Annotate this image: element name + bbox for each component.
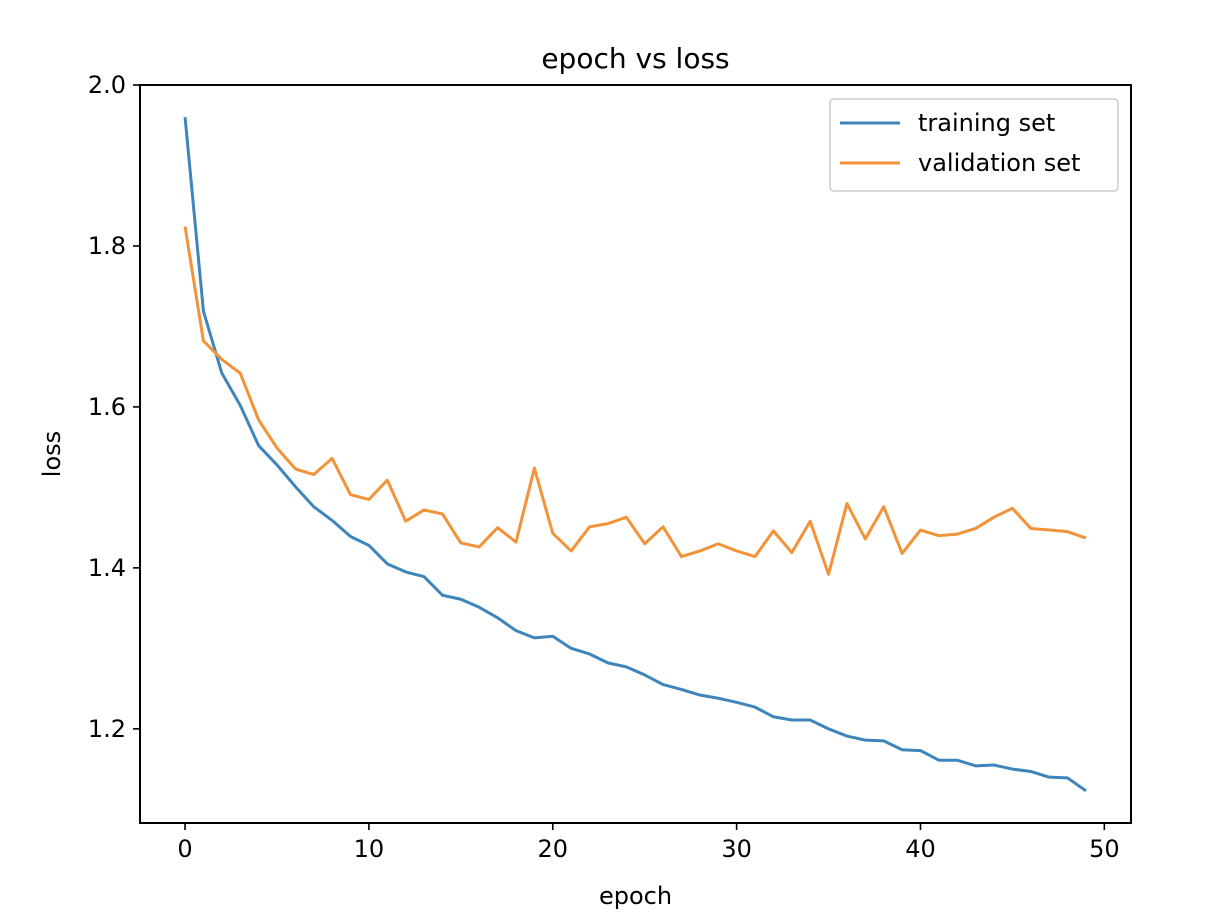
legend-label-training-set: training set <box>918 109 1055 137</box>
y-tick-label: 1.6 <box>88 393 126 421</box>
x-axis-label: epoch <box>599 882 672 910</box>
y-tick-label: 1.2 <box>88 715 126 743</box>
x-tick-label: 20 <box>537 835 568 863</box>
x-tick-label: 10 <box>354 835 385 863</box>
y-tick-label: 1.8 <box>88 232 126 260</box>
x-tick-label: 50 <box>1089 835 1120 863</box>
y-tick-label: 1.4 <box>88 554 126 582</box>
y-axis-label: loss <box>38 431 66 477</box>
x-axis: 0 10 20 30 40 50 <box>177 823 1120 863</box>
x-tick-label: 0 <box>177 835 192 863</box>
legend-label-validation-set: validation set <box>918 149 1080 177</box>
series-line-validation-set <box>183 226 1087 576</box>
chart-title: epoch vs loss <box>541 42 729 75</box>
y-tick-label: 2.0 <box>88 71 126 99</box>
x-tick-label: 40 <box>905 835 936 863</box>
legend: training set validation set <box>829 98 1119 192</box>
series-line-training-set <box>183 117 1087 793</box>
plot-area-frame <box>139 84 1132 824</box>
x-tick-label: 30 <box>721 835 752 863</box>
legend-box <box>829 98 1119 192</box>
y-axis: 1.2 1.4 1.6 1.8 2.0 <box>88 71 140 743</box>
series-layer <box>183 117 1087 793</box>
